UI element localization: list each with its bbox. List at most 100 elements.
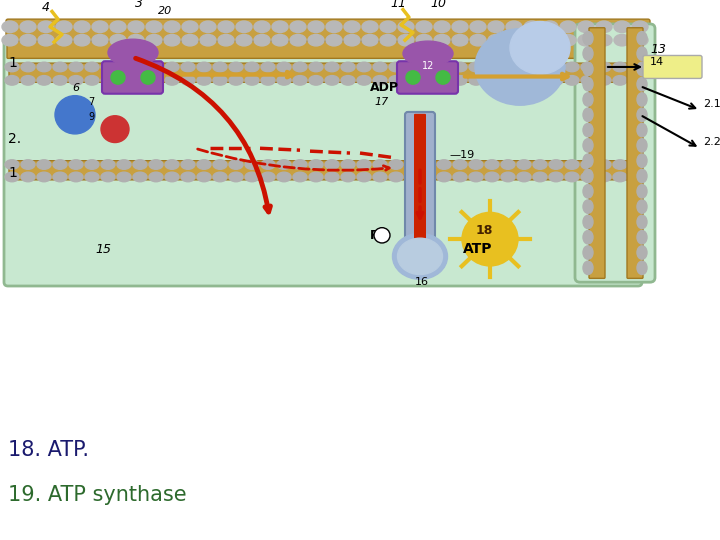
Ellipse shape: [421, 76, 435, 85]
Ellipse shape: [583, 200, 593, 213]
Ellipse shape: [326, 35, 342, 46]
Ellipse shape: [596, 35, 612, 46]
Ellipse shape: [485, 172, 499, 182]
Ellipse shape: [218, 35, 234, 46]
Ellipse shape: [542, 21, 558, 32]
Circle shape: [406, 71, 420, 84]
Ellipse shape: [549, 76, 563, 85]
Text: ADP: ADP: [8, 398, 57, 422]
Ellipse shape: [344, 35, 360, 46]
Ellipse shape: [37, 62, 51, 72]
Ellipse shape: [416, 21, 432, 32]
Text: 17. As this protein rotates, ATP synthase binds a: 17. As this protein rotates, ATP synthas…: [8, 362, 580, 386]
Ellipse shape: [53, 62, 67, 72]
Text: ADP: ADP: [370, 81, 399, 94]
Ellipse shape: [596, 21, 612, 32]
Ellipse shape: [533, 62, 547, 72]
Ellipse shape: [344, 21, 360, 32]
Ellipse shape: [110, 35, 126, 46]
Ellipse shape: [597, 172, 611, 182]
Ellipse shape: [53, 172, 67, 182]
Text: 12: 12: [422, 61, 434, 71]
Ellipse shape: [229, 62, 243, 72]
Text: 1: 1: [8, 166, 17, 180]
Ellipse shape: [565, 62, 579, 72]
Ellipse shape: [101, 62, 115, 72]
Ellipse shape: [21, 76, 35, 85]
Text: 20: 20: [158, 6, 172, 16]
Text: 2.: 2.: [8, 132, 21, 146]
Ellipse shape: [325, 62, 339, 72]
FancyBboxPatch shape: [405, 112, 435, 252]
Ellipse shape: [277, 76, 291, 85]
Ellipse shape: [434, 35, 450, 46]
FancyBboxPatch shape: [627, 28, 643, 278]
Ellipse shape: [517, 160, 531, 170]
Text: 6: 6: [72, 83, 79, 93]
Ellipse shape: [421, 62, 435, 72]
Ellipse shape: [20, 21, 36, 32]
Ellipse shape: [398, 21, 414, 32]
Ellipse shape: [405, 76, 419, 85]
Ellipse shape: [637, 200, 647, 213]
Ellipse shape: [85, 160, 99, 170]
Circle shape: [141, 71, 155, 84]
Ellipse shape: [181, 76, 195, 85]
Ellipse shape: [245, 62, 259, 72]
Ellipse shape: [380, 21, 396, 32]
Ellipse shape: [245, 160, 259, 170]
Ellipse shape: [506, 21, 522, 32]
Ellipse shape: [373, 160, 387, 170]
Ellipse shape: [583, 62, 593, 76]
Ellipse shape: [197, 76, 211, 85]
Text: —19: —19: [449, 150, 474, 160]
Ellipse shape: [632, 21, 648, 32]
Ellipse shape: [293, 160, 307, 170]
Text: ATP: ATP: [463, 242, 492, 256]
Ellipse shape: [254, 21, 270, 32]
Circle shape: [436, 71, 450, 84]
Ellipse shape: [434, 21, 450, 32]
Ellipse shape: [501, 160, 515, 170]
Ellipse shape: [597, 160, 611, 170]
Ellipse shape: [583, 108, 593, 122]
Ellipse shape: [629, 172, 643, 182]
FancyBboxPatch shape: [575, 24, 655, 282]
Ellipse shape: [236, 21, 252, 32]
Ellipse shape: [85, 62, 99, 72]
Ellipse shape: [325, 76, 339, 85]
Text: 9: 9: [88, 112, 94, 122]
Ellipse shape: [5, 62, 19, 72]
Ellipse shape: [56, 35, 72, 46]
Ellipse shape: [92, 21, 108, 32]
Ellipse shape: [53, 160, 67, 170]
Ellipse shape: [182, 21, 198, 32]
Ellipse shape: [485, 160, 499, 170]
Ellipse shape: [578, 21, 594, 32]
Ellipse shape: [293, 172, 307, 182]
Text: phosphate: phosphate: [474, 362, 599, 386]
Ellipse shape: [69, 172, 83, 182]
Ellipse shape: [488, 21, 504, 32]
Ellipse shape: [637, 47, 647, 60]
Ellipse shape: [149, 62, 163, 72]
Ellipse shape: [637, 93, 647, 106]
Ellipse shape: [326, 21, 342, 32]
Ellipse shape: [437, 76, 451, 85]
Ellipse shape: [637, 139, 647, 152]
Ellipse shape: [218, 21, 234, 32]
Ellipse shape: [165, 62, 179, 72]
Ellipse shape: [549, 62, 563, 72]
Ellipse shape: [38, 35, 54, 46]
Ellipse shape: [69, 160, 83, 170]
Ellipse shape: [309, 62, 323, 72]
Ellipse shape: [453, 62, 467, 72]
Text: 16: 16: [415, 277, 429, 287]
FancyBboxPatch shape: [4, 39, 642, 286]
Ellipse shape: [293, 62, 307, 72]
Text: 19. ATP synthase: 19. ATP synthase: [8, 485, 186, 505]
Ellipse shape: [637, 62, 647, 76]
Text: to form ……: to form ……: [50, 398, 199, 422]
Ellipse shape: [506, 35, 522, 46]
Ellipse shape: [581, 62, 595, 72]
